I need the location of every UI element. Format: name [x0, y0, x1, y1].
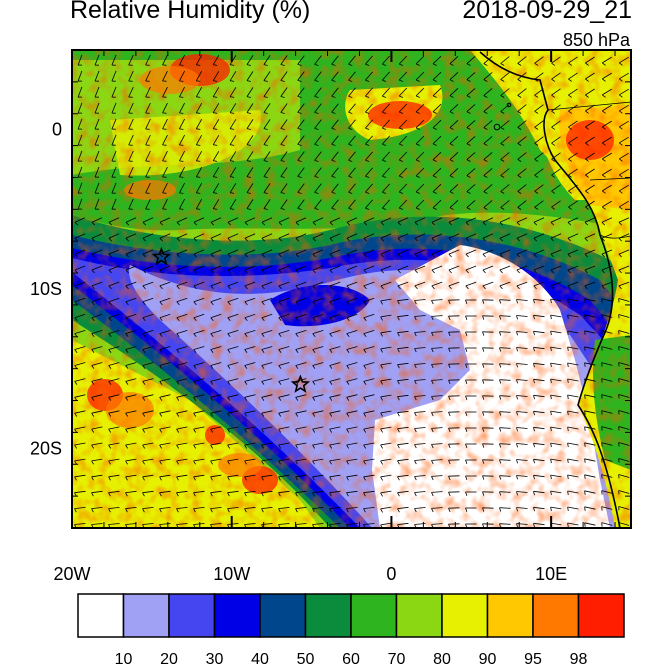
colorbar-swatch: [441, 593, 489, 638]
colorbar: [77, 593, 625, 638]
colorbar-label: 80: [433, 651, 451, 667]
y-axis-labels: 0 10S 20S: [30, 120, 62, 459]
plot-frame: [71, 49, 632, 529]
y-tick-label: 10S: [30, 279, 62, 299]
colorbar-swatch: [213, 593, 261, 638]
colorbar-swatch: [577, 593, 625, 638]
colorbar-swatch: [77, 593, 125, 638]
colorbar-label: 98: [570, 651, 588, 667]
colorbar-label: 40: [251, 651, 269, 667]
station-markers: [151, 246, 311, 393]
y-tick-label: 20S: [30, 438, 62, 458]
wind-barbs: [74, 54, 630, 528]
humidity-field: [72, 50, 631, 528]
x-tick-label: 0: [386, 564, 396, 584]
colorbar-swatch: [532, 593, 580, 638]
colorbar-label: 90: [479, 651, 497, 667]
valid-time: 2018-09-29_21: [462, 0, 632, 24]
x-tick-label: 20W: [53, 564, 90, 584]
colorbar-swatch: [350, 593, 398, 638]
map-title: Relative Humidity (%): [70, 0, 311, 24]
colorbar-swatch: [168, 593, 216, 638]
colorbar-labels: 10 20 30 40 50 60 70 80 90 95 98: [115, 651, 588, 667]
colorbar-swatch: [486, 593, 534, 638]
x-tick-label: 10W: [213, 564, 250, 584]
colorbar-label: 10: [115, 651, 133, 667]
colorbar-label: 30: [206, 651, 224, 667]
star-marker: [290, 374, 311, 393]
colorbar-swatch: [395, 593, 443, 638]
colorbar-label: 70: [388, 651, 406, 667]
colorbar-swatch: [122, 593, 170, 638]
y-tick-label: 0: [52, 120, 62, 140]
pressure-level: 850 hPa: [562, 30, 630, 50]
x-axis-labels: 20W 10W 0 10E: [53, 564, 567, 584]
colorbar-swatch: [304, 593, 352, 638]
colorbar-swatch: [259, 593, 307, 638]
star-marker: [151, 246, 172, 266]
colorbar-label: 50: [297, 651, 315, 667]
colorbar-label: 60: [342, 651, 360, 667]
colorbar-label: 95: [524, 651, 542, 667]
colorbar-label: 20: [160, 651, 178, 667]
x-tick-label: 10E: [535, 564, 567, 584]
